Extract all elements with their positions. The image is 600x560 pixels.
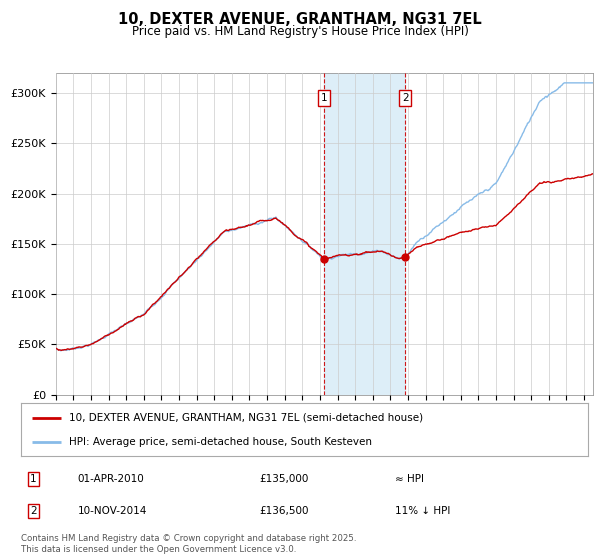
Text: HPI: Average price, semi-detached house, South Kesteven: HPI: Average price, semi-detached house,… — [69, 437, 372, 447]
Text: Contains HM Land Registry data © Crown copyright and database right 2025.
This d: Contains HM Land Registry data © Crown c… — [21, 534, 356, 554]
Text: 1: 1 — [30, 474, 37, 484]
Text: 2: 2 — [30, 506, 37, 516]
Text: 10, DEXTER AVENUE, GRANTHAM, NG31 7EL: 10, DEXTER AVENUE, GRANTHAM, NG31 7EL — [118, 12, 482, 27]
Text: ≈ HPI: ≈ HPI — [395, 474, 424, 484]
Bar — [325, 73, 405, 395]
Text: 10, DEXTER AVENUE, GRANTHAM, NG31 7EL (semi-detached house): 10, DEXTER AVENUE, GRANTHAM, NG31 7EL (s… — [69, 413, 424, 423]
Text: Price paid vs. HM Land Registry's House Price Index (HPI): Price paid vs. HM Land Registry's House … — [131, 25, 469, 38]
Text: £135,000: £135,000 — [259, 474, 308, 484]
Text: £136,500: £136,500 — [259, 506, 308, 516]
Text: 2: 2 — [402, 93, 409, 103]
Text: 11% ↓ HPI: 11% ↓ HPI — [395, 506, 451, 516]
Text: 1: 1 — [321, 93, 328, 103]
Text: 10-NOV-2014: 10-NOV-2014 — [78, 506, 147, 516]
Text: 01-APR-2010: 01-APR-2010 — [78, 474, 145, 484]
